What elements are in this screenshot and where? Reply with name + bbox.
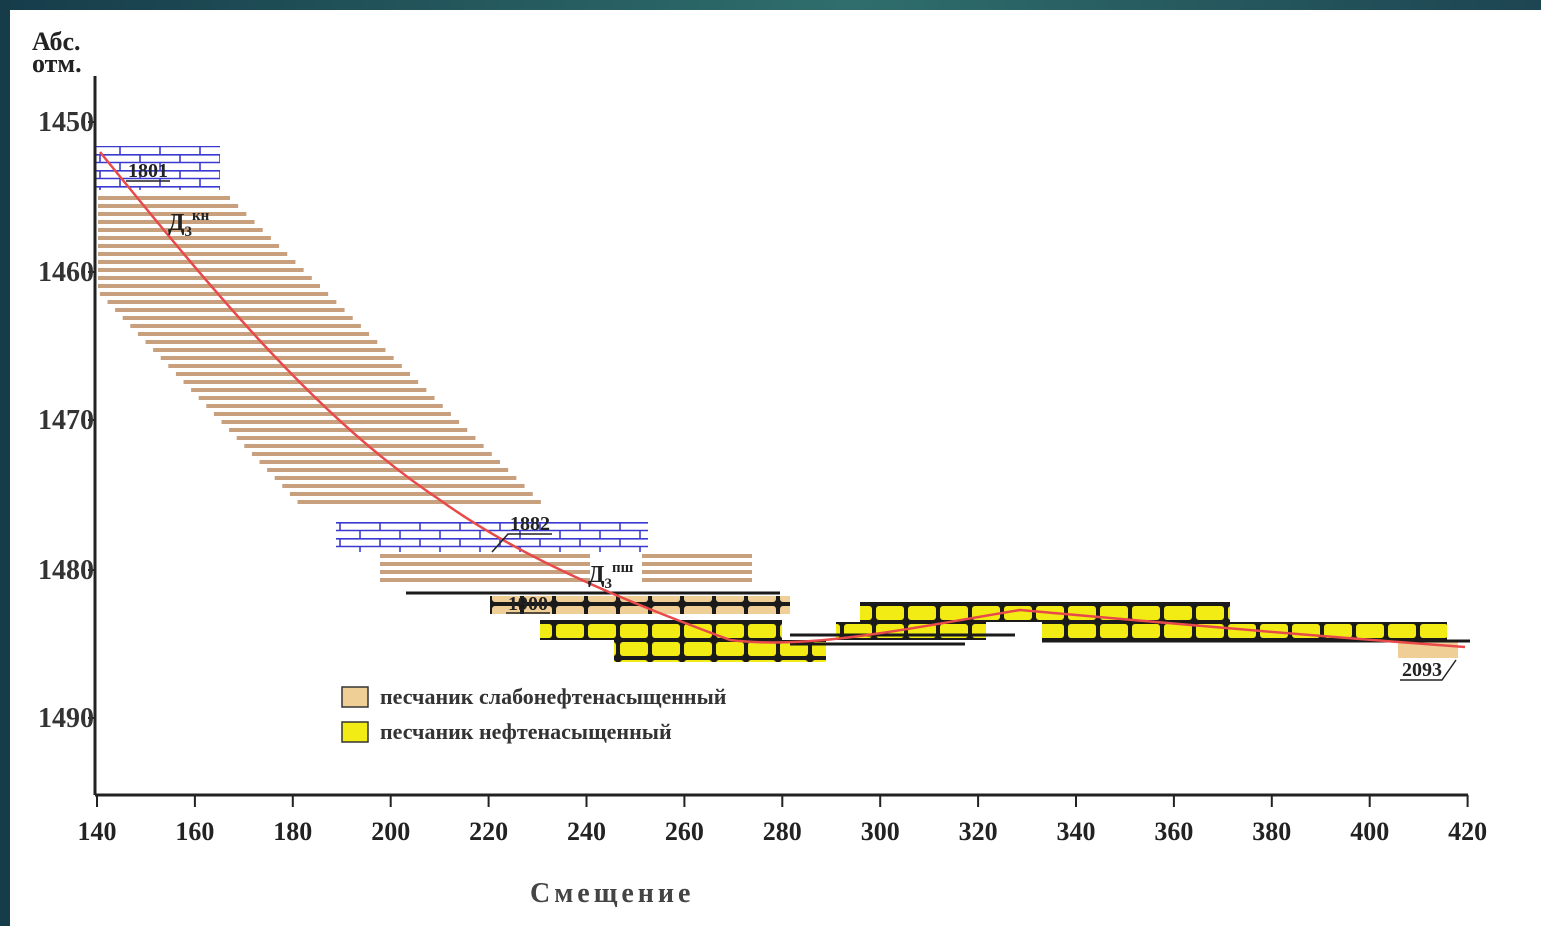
- legend: песчаник слабонефтенасыщенный песчаник н…: [341, 684, 727, 744]
- oil-sand-body-2: [614, 640, 826, 662]
- y-axis-title-line1: Абс.: [32, 27, 81, 56]
- axes: 1450 1460 1470 1480 1490 140 160 180 200 220 240 2…: [32, 27, 1487, 909]
- x-tick-label: 200: [371, 817, 410, 846]
- legend-label-weak-sand: песчаник слабонефтенасыщенный: [380, 684, 727, 709]
- well-section-diagram: 1450 1460 1470 1480 1490 140 160 180 200 220 240 2…: [32, 27, 1487, 909]
- x-tick-label: 160: [175, 817, 214, 846]
- x-axis-title: Смещение: [530, 878, 694, 909]
- formation-labels: Д3кн Д3пш: [168, 208, 634, 592]
- well-label-end: 2093: [1402, 659, 1442, 681]
- x-tick-label: 320: [959, 817, 998, 846]
- x-tick-label: 420: [1448, 817, 1487, 846]
- y-tick-label: 1450: [38, 107, 94, 138]
- well-label-middle-leader: [491, 533, 552, 553]
- oil-sand-body-5: [1042, 622, 1447, 642]
- legend-swatch-oil-sand: [341, 721, 369, 743]
- formation-label-upper: Д3кн: [168, 208, 210, 240]
- oil-sand-body-1: [540, 620, 782, 640]
- limestone-body-middle: [336, 522, 648, 552]
- y-tick-label: 1470: [38, 405, 94, 436]
- well-trajectory: [99, 151, 1466, 649]
- y-tick-label: 1490: [38, 703, 94, 734]
- legend-label-oil-sand: песчаник нефтенасыщенный: [380, 719, 672, 744]
- x-tick-label: 220: [469, 817, 508, 846]
- y-tick-label: 1480: [38, 555, 94, 586]
- well-label-top: 1801: [128, 160, 168, 182]
- x-tick-label: 400: [1350, 817, 1389, 846]
- well-label-end-leader: [1400, 659, 1457, 681]
- y-axis-title-line2: отм.: [32, 49, 82, 78]
- well-labels: 1801 1882 1900 2093: [126, 160, 1457, 681]
- x-tick-label: 280: [763, 817, 802, 846]
- formation-label-lower: Д3пш: [588, 560, 634, 592]
- x-tick-label: 140: [78, 817, 117, 846]
- y-tick-label: 1460: [38, 257, 94, 288]
- x-tick-label: 240: [567, 817, 606, 846]
- x-tick-label: 340: [1057, 817, 1096, 846]
- x-tick-label: 260: [665, 817, 704, 846]
- well-label-middle: 1882: [510, 513, 550, 535]
- legend-swatch-weak-sand: [341, 686, 369, 708]
- limestone-body-top: [95, 146, 220, 190]
- x-tick-label: 380: [1252, 817, 1291, 846]
- x-tick-label: 180: [273, 817, 312, 846]
- x-tick-label: 360: [1154, 817, 1193, 846]
- well-label-lower: 1900: [508, 593, 548, 615]
- slide: 1450 1460 1470 1480 1490 140 160 180 200 220 240 2…: [10, 10, 1541, 926]
- x-tick-label: 300: [861, 817, 900, 846]
